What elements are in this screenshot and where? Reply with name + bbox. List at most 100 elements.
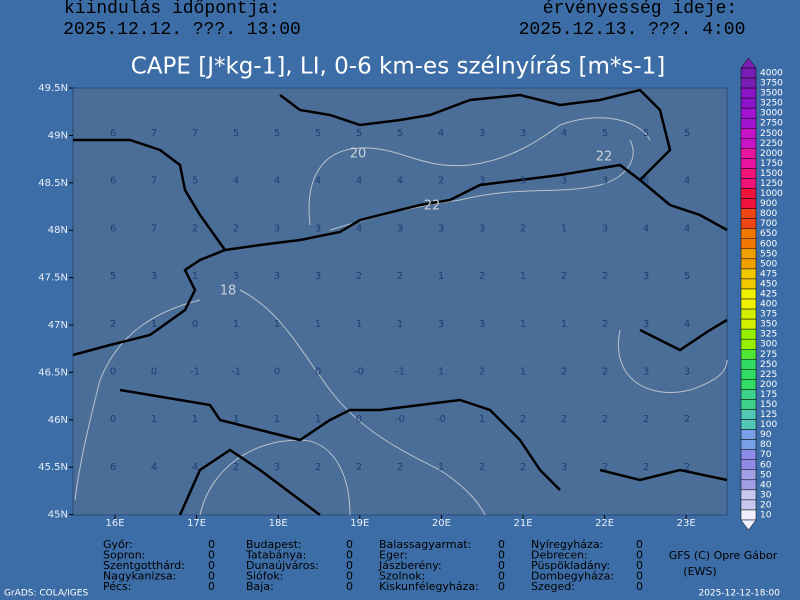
colorbar-swatch [740, 97, 757, 109]
li-value: 3 [520, 176, 526, 187]
li-value: 4 [274, 176, 280, 187]
li-value: 6 [110, 223, 116, 234]
li-value: 2 [520, 223, 526, 234]
li-value: 6 [643, 176, 649, 187]
li-value: 4 [438, 128, 444, 139]
li-value: 2 [397, 271, 403, 282]
colorbar-swatch [740, 348, 757, 360]
li-value: 4 [356, 176, 362, 187]
colorbar-swatch [740, 509, 757, 521]
li-value: 1 [520, 319, 526, 330]
station-value: 0 [636, 580, 643, 593]
li-value: 3 [274, 223, 280, 234]
station-name: Nagykanizsa: [103, 570, 176, 583]
colorbar-swatch [740, 419, 757, 430]
li-value: 5 [315, 128, 321, 139]
colorbar-swatch [740, 298, 757, 310]
li-value: 2 [520, 414, 526, 425]
li-value: 2 [356, 271, 362, 282]
li-value: 5 [192, 176, 198, 187]
station-name: Kiskunfélegyháza: [379, 580, 479, 593]
colorbar-cap [740, 519, 757, 531]
li-value: 1 [315, 414, 321, 425]
colorbar-swatch [740, 248, 757, 260]
station-value: 0 [208, 580, 215, 593]
li-value: 4 [684, 319, 690, 330]
lon-label: 16E [105, 518, 124, 529]
li-value: 1 [438, 462, 444, 473]
valid-label: érvényesség ideje: [543, 0, 737, 19]
li-value: 7 [192, 128, 198, 139]
li-value: 4 [561, 128, 567, 139]
li-value: 3 [643, 319, 649, 330]
colorbar-swatch [740, 439, 757, 450]
colorbar-label: 1000 [760, 189, 783, 199]
colorbar-label: 650 [760, 229, 777, 239]
li-value: 3 [315, 271, 321, 282]
li-value: 2 [643, 462, 649, 473]
contour-line [239, 289, 486, 516]
li-value: -1 [231, 367, 241, 378]
lon-label: 20E [432, 518, 451, 529]
border [119, 388, 561, 491]
li-value: 1 [151, 319, 157, 330]
contour-label: 22 [424, 199, 441, 214]
colorbar-swatch [740, 128, 757, 139]
li-value: 3 [438, 223, 444, 234]
colorbar-label: 225 [760, 370, 777, 380]
li-value: 2 [233, 462, 239, 473]
colorbar-swatch [740, 138, 757, 149]
li-value: 3 [479, 319, 485, 330]
colorbar-label: 4000 [760, 69, 783, 79]
border [599, 468, 728, 482]
station-value: 0 [636, 559, 643, 572]
li-value: 5 [602, 128, 608, 139]
li-value: 5 [643, 128, 649, 139]
li-value: 5 [274, 128, 280, 139]
li-value: 0 [356, 414, 362, 425]
colorbar-swatch [740, 459, 757, 471]
station-value: 0 [498, 570, 505, 583]
li-value: 4 [315, 176, 321, 187]
station-value: 0 [208, 549, 215, 562]
li-value: 2 [479, 271, 485, 282]
border [639, 318, 728, 352]
map-area [72, 87, 728, 516]
colorbar-swatch [740, 198, 757, 209]
colorbar-swatch [740, 288, 757, 300]
lon-label: 23E [677, 518, 696, 529]
li-value: 7 [151, 128, 157, 139]
li-value: 6 [110, 128, 116, 139]
colorbar-cap [740, 57, 757, 69]
li-value: 2 [602, 462, 608, 473]
li-value: 2 [561, 414, 567, 425]
colorbar-swatch [740, 499, 757, 511]
li-value: 2 [315, 462, 321, 473]
lon-label: 21E [513, 518, 532, 529]
li-value: 3 [643, 367, 649, 378]
li-value: 3 [151, 271, 157, 282]
lon-label: 22E [595, 518, 614, 529]
li-value: 2 [602, 271, 608, 282]
colorbar-swatch [740, 469, 757, 481]
colorbar-swatch [740, 479, 757, 491]
li-value: 1 [520, 271, 526, 282]
colorbar-label: 375 [760, 310, 777, 320]
colorbar-swatch [740, 148, 757, 159]
lon-label: 17E [187, 518, 206, 529]
li-value: 1 [479, 414, 485, 425]
li-value: 4 [643, 223, 649, 234]
station-value: 0 [636, 538, 643, 551]
li-value: 1 [274, 414, 280, 425]
li-value: -0 [354, 367, 364, 378]
colorbar-swatch [740, 67, 757, 79]
li-value: 1 [315, 319, 321, 330]
colorbar-label: 250 [760, 360, 777, 370]
station-value: 0 [636, 549, 643, 562]
li-value: 4 [192, 462, 198, 473]
li-value: 4 [397, 176, 403, 187]
border [72, 163, 728, 357]
colorbar-label: 2750 [760, 119, 783, 129]
li-value: 4 [233, 176, 239, 187]
li-value: 3 [684, 367, 690, 378]
